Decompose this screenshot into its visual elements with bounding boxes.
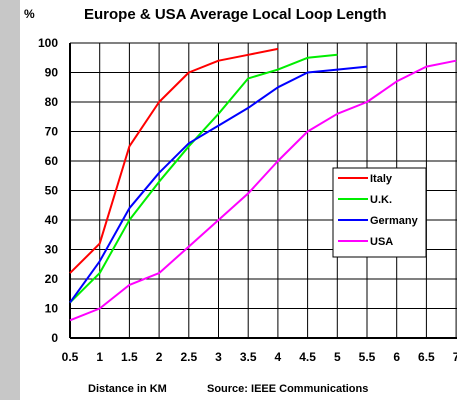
x-tick-label: 6.5 xyxy=(418,350,435,364)
y-tick-label: 30 xyxy=(45,243,59,257)
series-line-uk xyxy=(69,53,338,304)
legend-box xyxy=(332,167,427,258)
y-tick-label: 80 xyxy=(45,95,59,109)
y-tick-label: 0 xyxy=(51,331,58,345)
y-tick-label: 70 xyxy=(45,125,59,139)
legend-label: Italy xyxy=(370,173,393,185)
chart-title: Europe & USA Average Local Loop Length xyxy=(84,6,387,23)
x-tick-label: 2 xyxy=(156,350,163,364)
y-tick-label: 100 xyxy=(38,36,58,50)
x-axis-label: Distance in KM xyxy=(88,383,167,395)
y-tick-labels: 0 10 20 30 40 50 60 70 80 90 100 xyxy=(38,36,58,345)
y-tick-label: 60 xyxy=(45,154,59,168)
y-tick-label: 50 xyxy=(45,184,59,198)
x-tick-label: 7 xyxy=(453,350,457,364)
series-line-usa xyxy=(69,59,457,322)
x-tick-label: 6 xyxy=(393,350,400,364)
x-tick-label: 0.5 xyxy=(62,350,79,364)
y-tick-label: 90 xyxy=(45,66,59,80)
x-tick-label: 1.5 xyxy=(121,350,138,364)
y-tick-label: 20 xyxy=(45,272,59,286)
x-tick-label: 1 xyxy=(96,350,103,364)
legend: Italy U.K. Germany USA xyxy=(332,167,427,258)
series-line-germany xyxy=(69,65,368,304)
x-tick-labels: 0.5 1 1.5 2 2.5 3 3.5 4 4.5 5 5.5 6 6.5 7 xyxy=(62,350,457,364)
x-tick-label: 2.5 xyxy=(180,350,197,364)
x-tick-label: 4.5 xyxy=(299,350,316,364)
legend-label: USA xyxy=(370,236,393,248)
series-lines xyxy=(69,47,457,322)
legend-label: U.K. xyxy=(370,194,392,206)
series-line-italy xyxy=(69,47,279,274)
source-note: Source: IEEE Communications xyxy=(207,383,368,395)
x-tick-label: 5.5 xyxy=(359,350,376,364)
left-border-strip xyxy=(0,0,20,400)
y-tick-label: 40 xyxy=(45,213,59,227)
y-axis-label: % xyxy=(24,7,35,21)
x-tick-label: 5 xyxy=(334,350,341,364)
y-tick-label: 10 xyxy=(45,302,59,316)
legend-label: Germany xyxy=(370,215,419,227)
x-tick-label: 3.5 xyxy=(240,350,257,364)
x-tick-label: 3 xyxy=(215,350,222,364)
x-tick-label: 4 xyxy=(275,350,282,364)
